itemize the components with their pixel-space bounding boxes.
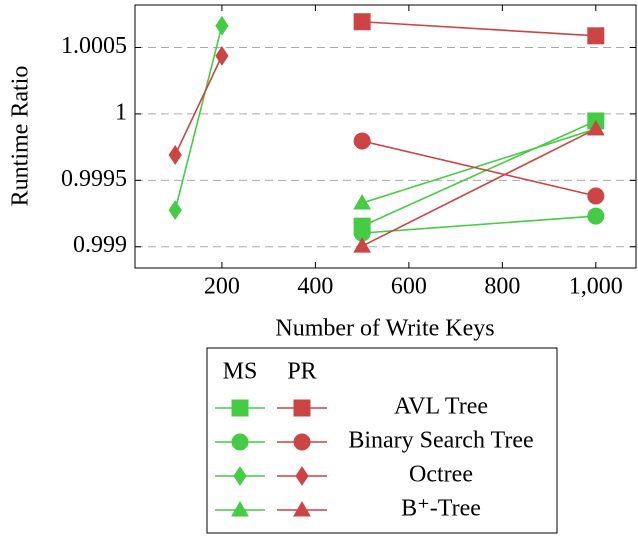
x-tick-label: 600: [391, 274, 427, 300]
x-tick-label: 200: [204, 274, 240, 300]
legend-label: Octree: [409, 462, 473, 488]
y-tick-label: 0.9995: [61, 166, 127, 192]
plot-frame: [134, 4, 637, 269]
data-point: [168, 200, 182, 220]
series-line: [361, 120, 597, 227]
legend-marker: [231, 500, 249, 517]
x-tick-label: 400: [297, 274, 333, 300]
data-point: [586, 119, 605, 136]
x-tick-label: 1,000: [569, 274, 623, 300]
series-line: [362, 20, 596, 37]
legend-box: [206, 347, 558, 534]
y-tick-label: 1.0005: [61, 33, 127, 59]
series-line: [362, 215, 596, 234]
series-line: [361, 140, 596, 197]
data-point: [353, 132, 371, 150]
data-point: [353, 237, 371, 253]
series-line: [361, 128, 597, 247]
data-point: [587, 187, 605, 205]
y-axis-label: Runtime Ratio: [8, 66, 34, 207]
data-point: [587, 207, 605, 225]
legend-label: Binary Search Tree: [348, 428, 533, 454]
legend-header: MS: [223, 359, 258, 385]
data-point: [353, 13, 371, 31]
data-point: [215, 15, 229, 36]
data-point: [587, 27, 605, 45]
data-point: [353, 194, 371, 210]
legend-marker: [293, 500, 311, 517]
data-point: [168, 145, 182, 165]
series-line: [361, 128, 597, 204]
legend-label: B⁺-Tree: [401, 496, 481, 522]
legend-label: AVL Tree: [394, 394, 488, 420]
legend-marker: [231, 399, 249, 417]
y-tick-label: 1: [115, 99, 127, 125]
x-tick-label: 800: [484, 274, 520, 300]
legend-marker: [293, 399, 311, 417]
legend-marker: [233, 466, 247, 486]
series-line: [174, 55, 223, 156]
series-line: [174, 25, 223, 211]
legend-header: PR: [287, 359, 316, 385]
data-point: [215, 45, 229, 66]
x-axis-label: Number of Write Keys: [275, 316, 494, 342]
y-tick-label: 0.999: [73, 232, 127, 258]
legend-marker: [293, 433, 311, 451]
legend-marker: [231, 433, 249, 451]
legend-marker: [295, 466, 309, 486]
